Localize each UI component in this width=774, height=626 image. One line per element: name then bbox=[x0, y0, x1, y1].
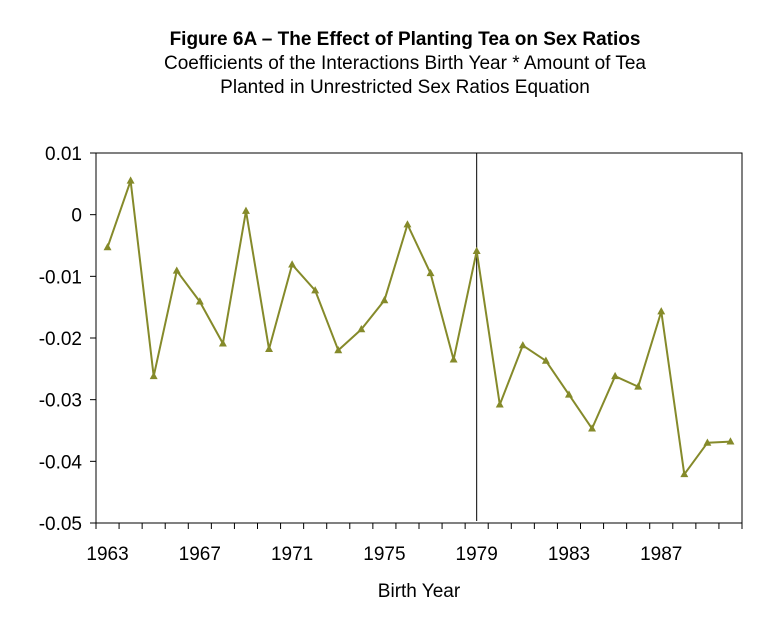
data-point-1968 bbox=[218, 339, 227, 347]
chart-title: Figure 6A – The Effect of Planting Tea o… bbox=[169, 29, 641, 50]
data-point-1967 bbox=[195, 297, 204, 305]
data-point-1966 bbox=[172, 266, 181, 274]
chart-subtitle-line-2: Planted in Unrestricted Sex Ratios Equat… bbox=[220, 77, 590, 98]
y-axis-ticks: 0.01 0 -0.01 -0.02 -0.03 -0.04 -0.05 bbox=[39, 144, 96, 535]
data-point-1987 bbox=[657, 307, 666, 315]
data-point-1971 bbox=[288, 260, 297, 268]
data-point-1984 bbox=[588, 424, 597, 432]
data-point-1985 bbox=[611, 371, 620, 380]
y-tick-label: -0.01 bbox=[39, 267, 82, 288]
data-point-1974 bbox=[357, 325, 366, 333]
data-point-1990 bbox=[726, 437, 735, 445]
data-point-1980 bbox=[495, 400, 504, 408]
series-line bbox=[106, 179, 731, 476]
plot-area bbox=[95, 152, 743, 524]
x-tick-label: 1979 bbox=[456, 544, 498, 565]
y-tick-label: -0.05 bbox=[39, 514, 82, 535]
x-tick-label: 1971 bbox=[271, 544, 313, 565]
data-point-1979 bbox=[472, 246, 481, 254]
x-tick-label: 1983 bbox=[548, 544, 590, 565]
data-point-1964 bbox=[126, 176, 135, 184]
y-tick-label: 0 bbox=[71, 206, 82, 227]
data-point-1977 bbox=[426, 268, 435, 277]
x-tick-label: 1967 bbox=[179, 544, 221, 565]
title-block: Figure 6A – The Effect of Planting Tea o… bbox=[0, 28, 774, 100]
data-point-1982 bbox=[541, 356, 550, 364]
x-tick-label: 1963 bbox=[86, 544, 128, 565]
data-point-1965 bbox=[149, 371, 158, 380]
y-tick-label: -0.03 bbox=[39, 391, 82, 412]
y-tick-label: -0.02 bbox=[39, 329, 82, 350]
data-point-1989 bbox=[703, 438, 712, 446]
data-point-1969 bbox=[241, 206, 250, 214]
data-point-1988 bbox=[680, 469, 689, 478]
data-point-1970 bbox=[265, 344, 274, 352]
data-point-1973 bbox=[334, 346, 343, 354]
y-tick-label: 0.01 bbox=[45, 144, 82, 165]
data-point-1963 bbox=[103, 243, 112, 251]
data-point-1972 bbox=[311, 286, 320, 294]
data-point-1981 bbox=[518, 341, 527, 349]
chart-subtitle-line-1: Coefficients of the Interactions Birth Y… bbox=[164, 53, 646, 74]
x-axis-title: Birth Year bbox=[378, 581, 461, 602]
data-point-1978 bbox=[449, 355, 458, 363]
x-tick-label: 1975 bbox=[363, 544, 405, 565]
data-point-1983 bbox=[564, 390, 573, 398]
data-point-1976 bbox=[403, 220, 412, 228]
data-point-1975 bbox=[380, 296, 389, 304]
data-point-1986 bbox=[634, 382, 643, 390]
x-tick-label: 1987 bbox=[640, 544, 682, 565]
x-axis-ticks: 1963 1967 1971 1975 1979 1983 1987 bbox=[86, 523, 743, 565]
y-tick-label: -0.04 bbox=[39, 452, 83, 473]
plot-frame bbox=[95, 152, 743, 524]
